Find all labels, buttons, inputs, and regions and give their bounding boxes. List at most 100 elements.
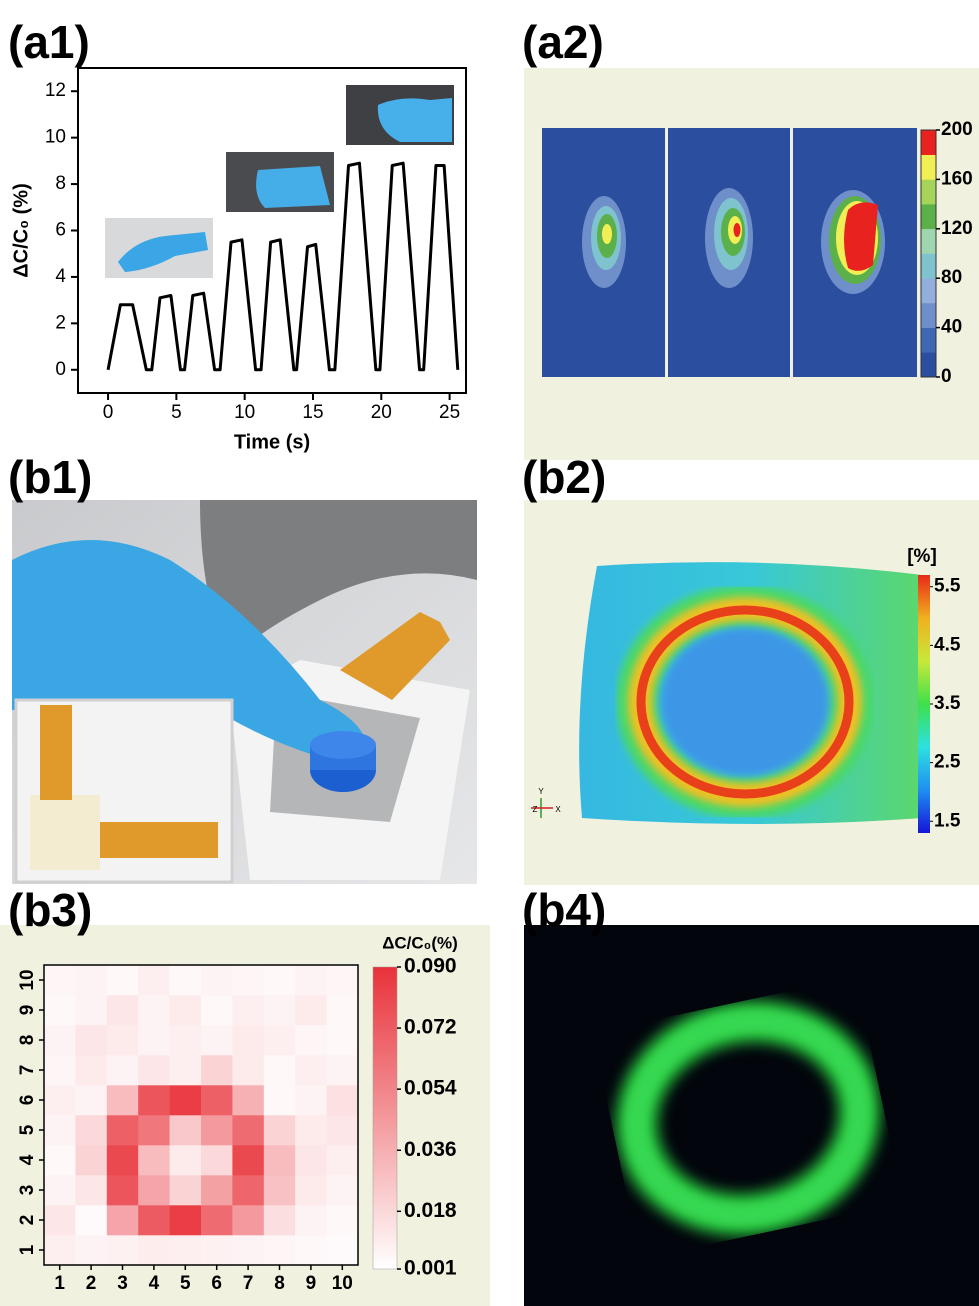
heatmap-cell (170, 1145, 202, 1175)
heatmap-cell (138, 995, 170, 1025)
heatmap-cell (327, 1175, 359, 1205)
y-tick-label: 6 (17, 1095, 38, 1106)
photo-inset (105, 218, 213, 278)
x-tick-label: 9 (306, 1273, 317, 1294)
heatmap-cell (232, 965, 264, 995)
y-tick-label: 10 (17, 969, 38, 990)
heatmap-cell (232, 1175, 264, 1205)
y-tick-label: 4 (55, 266, 66, 287)
colorbar-band (921, 278, 936, 303)
heatmap-cell (170, 965, 202, 995)
heatmap-cell (44, 965, 76, 995)
heatmap-cell (327, 965, 359, 995)
heatmap-cell (295, 995, 327, 1025)
heatmap-cell (201, 1025, 233, 1055)
colorbar-band (921, 155, 936, 180)
axis-triad-label: X (555, 805, 561, 814)
heatmap-cell (170, 1205, 202, 1235)
photo (12, 500, 477, 884)
heatmap-cell (107, 1175, 139, 1205)
heatmap-cell (264, 1205, 296, 1235)
colorbar-tick-label: 0.001 (404, 1257, 457, 1280)
heatmap-cell (75, 1235, 107, 1265)
colorbar-band (921, 254, 936, 279)
heatmap-cell (75, 1025, 107, 1055)
heatmap-cell (295, 1055, 327, 1085)
colorbar-tick-label: 0 (941, 366, 952, 387)
heatmap-cell (201, 1235, 233, 1265)
heatmap-cell (264, 1055, 296, 1085)
photo (524, 925, 979, 1306)
heatmap-cell (264, 1145, 296, 1175)
panel-label: (a2) (522, 16, 604, 68)
heatmap-cell (232, 1205, 264, 1235)
heatmap-cell (232, 995, 264, 1025)
colorbar-band (921, 204, 936, 229)
heatmap-cell (75, 1205, 107, 1235)
y-tick-label: 9 (17, 1005, 38, 1016)
y-tick-label: 0 (55, 359, 66, 380)
colorbar-band (921, 229, 936, 254)
y-tick-label: 4 (17, 1154, 38, 1165)
heatmap-cell (327, 1055, 359, 1085)
panel-label: (a1) (8, 16, 90, 68)
heatmap-cell (138, 1025, 170, 1055)
x-tick-label: 3 (117, 1273, 128, 1294)
colorbar (918, 575, 930, 833)
heatmap-cell (107, 965, 139, 995)
heatmap-cell (170, 1115, 202, 1145)
heatmap-cell (327, 1205, 359, 1235)
panel-label: (b4) (522, 884, 606, 936)
heatmap-cell (138, 965, 170, 995)
colorbar-tick-label: 3.5 (934, 693, 961, 714)
heatmap-cell (44, 1235, 76, 1265)
heatmap-cell (44, 1145, 76, 1175)
photo-inset (346, 85, 454, 145)
colorbar-tick-label: 2.5 (934, 752, 961, 773)
heatmap-cell (170, 1175, 202, 1205)
heatmap-cell (295, 1145, 327, 1175)
colorbar-tick-label: 1.5 (934, 810, 961, 831)
x-tick-label: 25 (439, 402, 460, 423)
colorbar-band (921, 130, 936, 155)
colorbar-tick-label: 80 (941, 267, 962, 288)
heatmap-cell (201, 1145, 233, 1175)
heatmap-cell (138, 1055, 170, 1085)
heatmap-cell (138, 1235, 170, 1265)
x-tick-label: 10 (234, 402, 255, 423)
heatmap-cell (201, 1085, 233, 1115)
y-tick-label: 5 (17, 1124, 38, 1135)
heatmap-cell (201, 965, 233, 995)
heatmap-cell (44, 995, 76, 1025)
y-tick-label: 10 (45, 127, 66, 148)
colorbar-tick-label: 0.054 (404, 1077, 457, 1100)
heatmap-cell (170, 1025, 202, 1055)
heatmap-cell (201, 1205, 233, 1235)
colorbar-tick-label: 0.090 (404, 955, 457, 978)
heatmap-cell (264, 1235, 296, 1265)
colorbar-tick-label: 5.5 (934, 576, 961, 597)
colorbar-band (921, 303, 936, 328)
y-tick-label: 12 (45, 80, 66, 101)
heatmap-cell (264, 1085, 296, 1115)
heatmap-cell (75, 1175, 107, 1205)
colorbar-tick-label: 40 (941, 317, 962, 338)
colorbar-tick-label: 160 (941, 168, 973, 189)
heatmap-cell (44, 1205, 76, 1235)
heatmap-cell (107, 1145, 139, 1175)
pressure-map (542, 128, 917, 377)
y-tick-label: 1 (17, 1244, 38, 1255)
colorbar-tick-label: 120 (941, 218, 973, 239)
heatmap-cell (107, 1235, 139, 1265)
colorbar-band (921, 352, 936, 377)
heatmap-cell (295, 1025, 327, 1055)
heatmap-cell (107, 1085, 139, 1115)
heatmap-cell (295, 1115, 327, 1145)
heatmap-cell (138, 1145, 170, 1175)
x-tick-label: 0 (103, 402, 114, 423)
heatmap-cell (232, 1085, 264, 1115)
heatmap-cell (75, 965, 107, 995)
colorbar-tick-label: 0.036 (404, 1138, 457, 1161)
x-axis-label: Time (s) (234, 431, 310, 453)
y-tick-label: 2 (55, 312, 66, 333)
